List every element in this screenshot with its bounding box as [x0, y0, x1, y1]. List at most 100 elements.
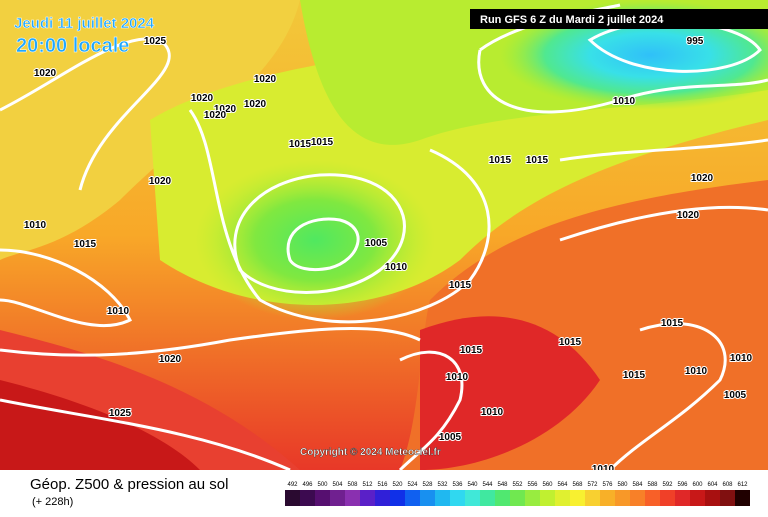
legend-tick: 532: [437, 482, 448, 488]
legend-tick: 556: [527, 482, 538, 488]
legend-tick: 540: [467, 482, 478, 488]
legend-tick: 528: [422, 482, 433, 488]
isobar-label: 1015: [489, 155, 512, 166]
legend-tick: 552: [512, 482, 523, 488]
legend-swatch: [300, 490, 315, 506]
isobar-label: 1010: [481, 407, 504, 418]
isobar-label: 1020: [149, 176, 172, 187]
legend-swatch: [630, 490, 645, 506]
isobar: [0, 37, 171, 191]
isobar-label: 1015: [311, 137, 334, 148]
legend-swatch: [345, 490, 360, 506]
legend-swatch: [660, 490, 675, 506]
legend-tick: 600: [692, 482, 703, 488]
isobar-label: 1010: [107, 306, 130, 317]
run-banner: [470, 9, 768, 29]
isobar: [188, 109, 491, 324]
legend-tick: 608: [722, 482, 733, 488]
isobar-label: 1010: [446, 372, 469, 383]
isobar-label: 1020: [214, 104, 237, 115]
legend-tick: 568: [572, 482, 583, 488]
legend-swatch: [675, 490, 690, 506]
legend-tick: 544: [482, 482, 493, 488]
isobar-label: 1020: [191, 93, 214, 104]
legend-swatch: [525, 490, 540, 506]
isobar-label: 995: [687, 36, 704, 47]
isobars: [0, 3, 768, 472]
legend-swatch: [435, 490, 450, 506]
legend-swatch: [720, 490, 735, 506]
legend-swatch: [690, 490, 705, 506]
legend-swatch: [465, 490, 480, 506]
legend-tick: 564: [557, 482, 568, 488]
legend-swatch: [285, 490, 300, 506]
isobar: [559, 138, 768, 162]
legend-tick: 508: [347, 482, 358, 488]
legend-tick: 588: [647, 482, 658, 488]
zone-darkred: [0, 380, 200, 470]
isobar-label: 1015: [74, 239, 97, 250]
legend-tick: 496: [302, 482, 313, 488]
isobar-label: 1010: [613, 96, 636, 107]
isobar: [398, 350, 464, 472]
isobar-label: 1020: [159, 354, 182, 365]
isobar: [286, 217, 360, 272]
zone-red: [420, 316, 600, 470]
legend-swatch: [390, 490, 405, 506]
legend-swatch: [555, 490, 570, 506]
isobar: [0, 326, 421, 357]
isobar-label: 1015: [289, 139, 312, 150]
isobar-label: 1015: [449, 280, 472, 291]
legend-swatch: [570, 490, 585, 506]
isobar-label: 1015: [559, 337, 582, 348]
legend-swatch: [705, 490, 720, 506]
isobar: [0, 248, 133, 327]
legend-tick: 520: [392, 482, 403, 488]
isobar-label: 1010: [385, 262, 408, 273]
legend-tick: 576: [602, 482, 613, 488]
footer-lead: (+ 228h): [32, 496, 73, 508]
trough: [195, 160, 435, 320]
isobar-label: 1010: [24, 220, 47, 231]
isobar-label: 1020: [254, 74, 277, 85]
isobar-label: 1020: [34, 68, 57, 79]
legend-swatch: [375, 490, 390, 506]
isobar-label: 1020: [244, 99, 267, 110]
legend-tick: 560: [542, 482, 553, 488]
date: Jeudi 11 juillet 2024: [14, 15, 155, 32]
isobar-label: 1010: [685, 366, 708, 377]
isobar-label: 1005: [439, 432, 462, 443]
isobar-label: 1020: [677, 210, 700, 221]
footer-title: Géop. Z500 & pression au sol: [30, 476, 228, 493]
legend-tick: 512: [362, 482, 373, 488]
legend-swatch: [315, 490, 330, 506]
legend-swatch: [585, 490, 600, 506]
legend-swatch: [450, 490, 465, 506]
legend-tick: 580: [617, 482, 628, 488]
copyright: Copyright © 2024 Meteociel.fr: [300, 447, 441, 458]
isobar-label: 1015: [623, 370, 646, 381]
legend-tick: 524: [407, 482, 418, 488]
isobar-label: 1020: [204, 110, 227, 121]
isobar-label: 1005: [365, 238, 388, 249]
legend-swatch: [360, 490, 375, 506]
isobar-label: 1010: [730, 353, 753, 364]
legend-swatch: [645, 490, 660, 506]
isobar-label: 1015: [526, 155, 549, 166]
legend-tick: 612: [737, 482, 748, 488]
legend-swatch: [330, 490, 345, 506]
isobar-label: 1015: [460, 345, 483, 356]
isobar: [608, 322, 727, 472]
legend-tick: 504: [332, 482, 343, 488]
legend-tick: 596: [677, 482, 688, 488]
legend-tick: 572: [587, 482, 598, 488]
isobar: [0, 398, 291, 472]
isobar-label: 1005: [724, 390, 747, 401]
isobar-label: 1025: [144, 36, 167, 47]
isobar-label: 1015: [661, 318, 684, 329]
isobar: [559, 205, 768, 242]
legend-swatch: [600, 490, 615, 506]
legend: 492 496 500 504 508 512 516 520 524 528 532 536 540 5…: [285, 482, 750, 506]
